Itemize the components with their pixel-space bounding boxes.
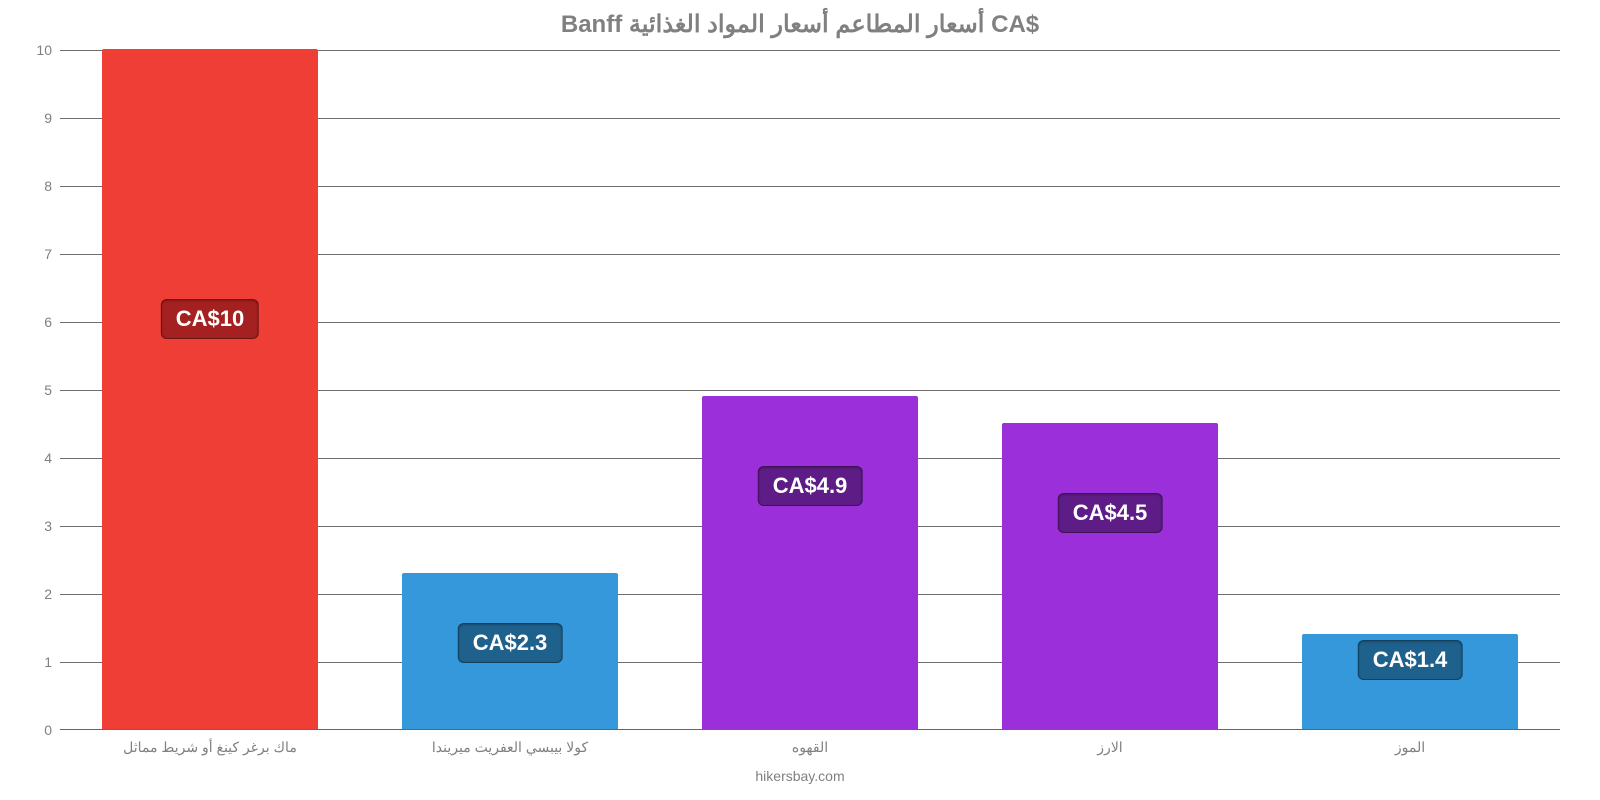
chart-plot-area: 012345678910CA$10ماك برغر كينغ أو شريط م… bbox=[60, 50, 1560, 730]
y-axis-tick: 6 bbox=[44, 314, 60, 330]
bar-value-label: CA$10 bbox=[161, 299, 259, 339]
y-axis-tick: 9 bbox=[44, 110, 60, 126]
x-axis-tick: القهوه bbox=[792, 729, 828, 756]
y-axis-tick: 7 bbox=[44, 246, 60, 262]
y-axis-tick: 8 bbox=[44, 178, 60, 194]
x-axis-tick: الموز bbox=[1395, 729, 1425, 756]
bar bbox=[702, 396, 918, 729]
bar-value-label: CA$4.9 bbox=[758, 466, 863, 506]
bar bbox=[102, 49, 318, 729]
y-axis-tick: 4 bbox=[44, 450, 60, 466]
y-axis-tick: 3 bbox=[44, 518, 60, 534]
bar-value-label: CA$2.3 bbox=[458, 623, 563, 663]
x-axis-tick: كولا بيبسي العفريت ميريندا bbox=[432, 729, 588, 756]
y-axis-tick: 5 bbox=[44, 382, 60, 398]
y-axis-tick: 1 bbox=[44, 654, 60, 670]
y-axis-tick: 2 bbox=[44, 586, 60, 602]
bar-value-label: CA$1.4 bbox=[1358, 640, 1463, 680]
bar bbox=[1002, 423, 1218, 729]
chart-title: Banff أسعار المطاعم أسعار المواد الغذائي… bbox=[0, 10, 1600, 39]
y-axis-tick: 10 bbox=[36, 42, 60, 58]
bar-value-label: CA$4.5 bbox=[1058, 493, 1163, 533]
x-axis-tick: الارز bbox=[1097, 729, 1122, 756]
y-axis-tick: 0 bbox=[44, 722, 60, 738]
attribution: hikersbay.com bbox=[0, 768, 1600, 784]
x-axis-tick: ماك برغر كينغ أو شريط مماثل bbox=[123, 729, 297, 756]
